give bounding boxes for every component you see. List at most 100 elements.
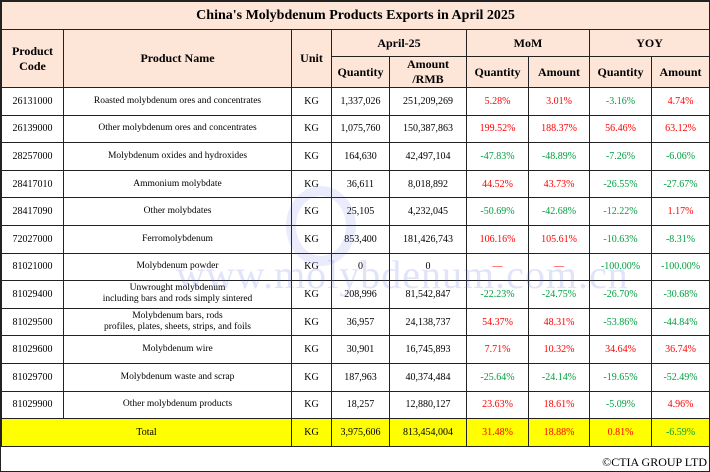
product-name: Molybdenum powder (63, 252, 292, 282)
mom-quantity: 199.52% (466, 114, 529, 144)
unit: KG (291, 197, 332, 226)
quantity: 1,337,026 (331, 87, 390, 116)
table-title: China's Molybdenum Products Exports in A… (1, 1, 709, 30)
table-row: 81029500 Molybdenum bars, rods profiles, … (1, 307, 709, 337)
unit: KG (291, 169, 332, 199)
product-code: 81029500 (1, 307, 64, 337)
yoy-quantity: -3.16% (589, 87, 652, 116)
quantity: 853,400 (331, 224, 390, 254)
table-row: 28417010 Ammonium molybdate KG 36,611 8,018,… (1, 169, 709, 199)
mom-quantity: 44.52% (466, 169, 529, 199)
quantity: 208,996 (331, 280, 390, 309)
quantity: 18,257 (331, 390, 390, 420)
product-name: Ferromolybdenum (63, 224, 292, 254)
quantity: 36,611 (331, 169, 390, 199)
mom-amount: 188.37% (528, 114, 590, 144)
mom-amount: -48.89% (528, 142, 590, 171)
header-amount-rmb: Amount /RMB (389, 56, 467, 88)
mom-quantity: 106.16% (466, 224, 529, 254)
yoy-quantity: -53.86% (589, 307, 652, 337)
mom-amount: -24.14% (528, 362, 590, 392)
quantity: 25,105 (331, 197, 390, 226)
mom-quantity: 7.71% (466, 335, 529, 364)
mom-amount: 3.01% (528, 87, 590, 116)
product-code: 81029700 (1, 362, 64, 392)
header-mom: MoM (466, 29, 590, 57)
yoy-amount: -44.84% (650, 307, 709, 337)
table-row: 72027000 Ferromolybdenum KG 853,400 181,426,… (1, 224, 709, 254)
mom-quantity: 54.37% (466, 307, 529, 337)
amount: 12,880,127 (389, 390, 467, 420)
mom-quantity: — (466, 252, 529, 282)
product-code: 28257000 (1, 142, 64, 171)
mom-quantity: 23.63% (466, 390, 529, 420)
product-name: Ammonium molybdate (63, 169, 292, 199)
product-name: Unwrought molybdenum including bars and … (63, 280, 292, 309)
mom-amount: 43.73% (528, 169, 590, 199)
header-yoy-amount: Amount (650, 56, 709, 88)
table-row: 81029900 Other molybdenum products KG 18,25… (1, 390, 709, 420)
mom-quantity: -50.69% (466, 197, 529, 226)
unit: KG (291, 252, 332, 282)
product-code: 81029600 (1, 335, 64, 364)
mom-amount: -42.68% (528, 197, 590, 226)
unit: KG (291, 390, 332, 420)
amount: 251,209,269 (389, 87, 467, 116)
unit: KG (291, 87, 332, 116)
yoy-amount: -8.31% (650, 224, 709, 254)
mom-amount: 18.61% (528, 390, 590, 420)
amount: 42,497,104 (389, 142, 467, 171)
amount: 16,745,893 (389, 335, 467, 364)
mom-amount: 48.31% (528, 307, 590, 337)
quantity: 36,957 (331, 307, 390, 337)
yoy-quantity: -10.63% (589, 224, 652, 254)
header-period: April-25 (331, 29, 467, 57)
unit: KG (291, 307, 332, 337)
mom-amount: -24.75% (528, 280, 590, 309)
amount: 8,018,892 (389, 169, 467, 199)
table-row: 81029400 Unwrought molybdenum including b… (1, 280, 709, 309)
product-name: Molybdenum bars, rods profiles, plates, … (63, 307, 292, 337)
unit: KG (291, 418, 332, 447)
unit: KG (291, 142, 332, 171)
product-name: Molybdenum oxides and hydroxides (63, 142, 292, 171)
product-code: 81029400 (1, 280, 64, 309)
header-code: Product Code (1, 29, 64, 88)
table-row: 28417090 Other molybdates KG 25,105 4,232,04… (1, 197, 709, 226)
header-quantity: Quantity (331, 56, 390, 88)
yoy-quantity: -19.65% (589, 362, 652, 392)
product-name: Molybdenum waste and scrap (63, 362, 292, 392)
quantity: 30,901 (331, 335, 390, 364)
unit: KG (291, 224, 332, 254)
yoy-quantity: -5.09% (589, 390, 652, 420)
yoy-quantity: 0.81% (589, 418, 652, 447)
copyright-footer: ©CTIA GROUP LTD (602, 454, 707, 469)
header-unit: Unit (291, 29, 332, 88)
yoy-amount: 36.74% (650, 335, 709, 364)
mom-quantity: 5.28% (466, 87, 529, 116)
unit: KG (291, 335, 332, 364)
header-yoy: YOY (588, 29, 709, 57)
yoy-quantity: -100.00% (589, 252, 652, 282)
yoy-amount: 4.96% (650, 390, 709, 420)
amount: 24,138,737 (389, 307, 467, 337)
table-row: 26131000 Roasted molybdenum ores and conc… (1, 87, 709, 116)
yoy-quantity: -26.70% (589, 280, 652, 309)
table-row: 26139000 Other molybdenum ores and concen… (1, 114, 709, 144)
yoy-quantity: 56.46% (589, 114, 652, 144)
product-name: Roasted molybdenum ores and concentrates (63, 87, 292, 116)
product-code: 72027000 (1, 224, 64, 254)
yoy-quantity: -12.22% (589, 197, 652, 226)
amount: 150,387,863 (389, 114, 467, 144)
product-name: Molybdenum wire (63, 335, 292, 364)
product-code: 81021000 (1, 252, 64, 282)
product-name: Other molybdates (63, 197, 292, 226)
amount: 81,542,847 (389, 280, 467, 309)
unit: KG (291, 114, 332, 144)
yoy-amount: -27.67% (650, 169, 709, 199)
yoy-quantity: -7.26% (589, 142, 652, 171)
product-name: Other molybdenum ores and concentrates (63, 114, 292, 144)
amount: 181,426,743 (389, 224, 467, 254)
quantity: 0 (331, 252, 390, 282)
